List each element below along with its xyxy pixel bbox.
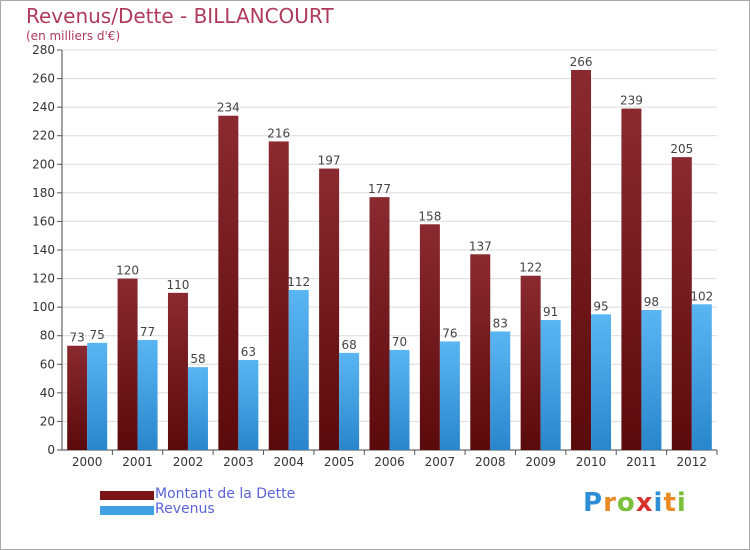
bar-revenus	[439, 341, 460, 450]
bar-revenus	[389, 350, 410, 450]
bar-dette	[369, 197, 390, 450]
legend-label-revenus: Revenus	[155, 501, 215, 517]
x-tick-label: 2010	[576, 455, 607, 469]
x-tick-label: 2007	[425, 455, 456, 469]
logo-letter: i	[676, 488, 687, 518]
data-label-dette: 110	[167, 278, 190, 292]
logo-letter: t	[663, 488, 677, 518]
chart-title: Revenus/Dette - BILLANCOURT	[26, 4, 334, 28]
logo-letter: o	[616, 488, 636, 518]
bar-revenus	[187, 367, 208, 450]
y-tick-label: 240	[32, 100, 55, 114]
data-label-revenus: 75	[90, 328, 105, 342]
data-label-dette: 234	[217, 101, 240, 115]
data-label-revenus: 70	[392, 335, 407, 349]
y-tick-label: 280	[32, 43, 55, 57]
bar-dette	[470, 254, 491, 450]
data-label-revenus: 95	[593, 299, 608, 313]
x-tick-label: 2011	[626, 455, 657, 469]
bar-revenus	[591, 314, 612, 450]
bar-revenus	[641, 310, 662, 450]
x-tick-label: 2002	[173, 455, 204, 469]
bar-revenus	[490, 331, 511, 450]
y-tick-label: 0	[47, 443, 55, 457]
bar-dette	[419, 224, 440, 450]
y-tick-label: 160	[32, 214, 55, 228]
bar-dette	[319, 168, 340, 451]
legend-swatch-revenus	[100, 506, 154, 515]
data-label-revenus: 77	[140, 325, 155, 339]
y-tick-label: 20	[40, 414, 55, 428]
bar-dette	[520, 275, 541, 450]
data-label-dette: 216	[267, 126, 290, 140]
bar-dette	[671, 157, 692, 450]
y-tick-label: 120	[32, 272, 55, 286]
x-tick-label: 2006	[374, 455, 405, 469]
data-label-dette: 266	[570, 55, 593, 69]
x-tick-label: 2008	[475, 455, 506, 469]
data-label-revenus: 68	[341, 338, 356, 352]
data-label-dette: 158	[418, 209, 441, 223]
x-tick-label: 2009	[525, 455, 556, 469]
data-label-dette: 137	[469, 239, 492, 253]
data-label-dette: 239	[620, 94, 643, 108]
y-tick-label: 260	[32, 72, 55, 86]
bar-revenus	[691, 304, 712, 450]
x-tick-label: 2012	[677, 455, 708, 469]
x-tick-label: 2000	[72, 455, 103, 469]
data-label-revenus: 76	[442, 326, 457, 340]
data-label-dette: 197	[318, 154, 341, 168]
bar-dette	[167, 292, 188, 450]
y-tick-label: 60	[40, 357, 55, 371]
y-tick-label: 140	[32, 243, 55, 257]
y-tick-label: 80	[40, 329, 55, 343]
bar-revenus	[238, 360, 259, 450]
bar-revenus	[87, 342, 108, 450]
bar-dette	[621, 108, 642, 451]
data-label-dette: 205	[670, 142, 693, 156]
y-tick-label: 100	[32, 300, 55, 314]
bar-dette	[117, 278, 138, 450]
x-tick-label: 2001	[122, 455, 153, 469]
data-label-revenus: 91	[543, 305, 558, 319]
y-tick-label: 40	[40, 386, 55, 400]
bar-revenus	[137, 340, 158, 450]
bar-revenus	[339, 352, 360, 450]
logo-letter: x	[635, 488, 654, 518]
bar-revenus	[540, 320, 561, 450]
data-label-revenus: 112	[287, 275, 310, 289]
y-tick-label: 180	[32, 186, 55, 200]
x-tick-label: 2005	[324, 455, 355, 469]
data-label-revenus: 63	[241, 345, 256, 359]
legend-label-dette: Montant de la Dette	[155, 486, 296, 502]
logo-letter: r	[603, 488, 617, 518]
bar-revenus	[288, 290, 309, 450]
data-label-revenus: 98	[644, 295, 659, 309]
data-label-dette: 73	[70, 331, 85, 345]
data-label-revenus: 58	[190, 352, 205, 366]
bar-dette	[218, 115, 239, 450]
logo-letter: P	[583, 488, 604, 518]
data-label-revenus: 83	[493, 316, 508, 330]
bar-dette	[67, 345, 88, 450]
bar-dette	[571, 70, 592, 450]
x-tick-label: 2004	[273, 455, 304, 469]
data-label-dette: 177	[368, 182, 391, 196]
bar-dette	[268, 141, 289, 450]
chart-subtitle: (en milliers d'€)	[26, 29, 121, 43]
y-tick-label: 220	[32, 129, 55, 143]
data-label-revenus: 102	[690, 289, 713, 303]
data-label-dette: 120	[116, 264, 139, 278]
x-tick-label: 2003	[223, 455, 254, 469]
y-tick-label: 200	[32, 157, 55, 171]
proxiti-logo: Proxiti	[583, 488, 687, 518]
legend-swatch-dette	[100, 491, 154, 500]
data-label-dette: 122	[519, 261, 542, 275]
logo-letter: i	[653, 488, 664, 518]
